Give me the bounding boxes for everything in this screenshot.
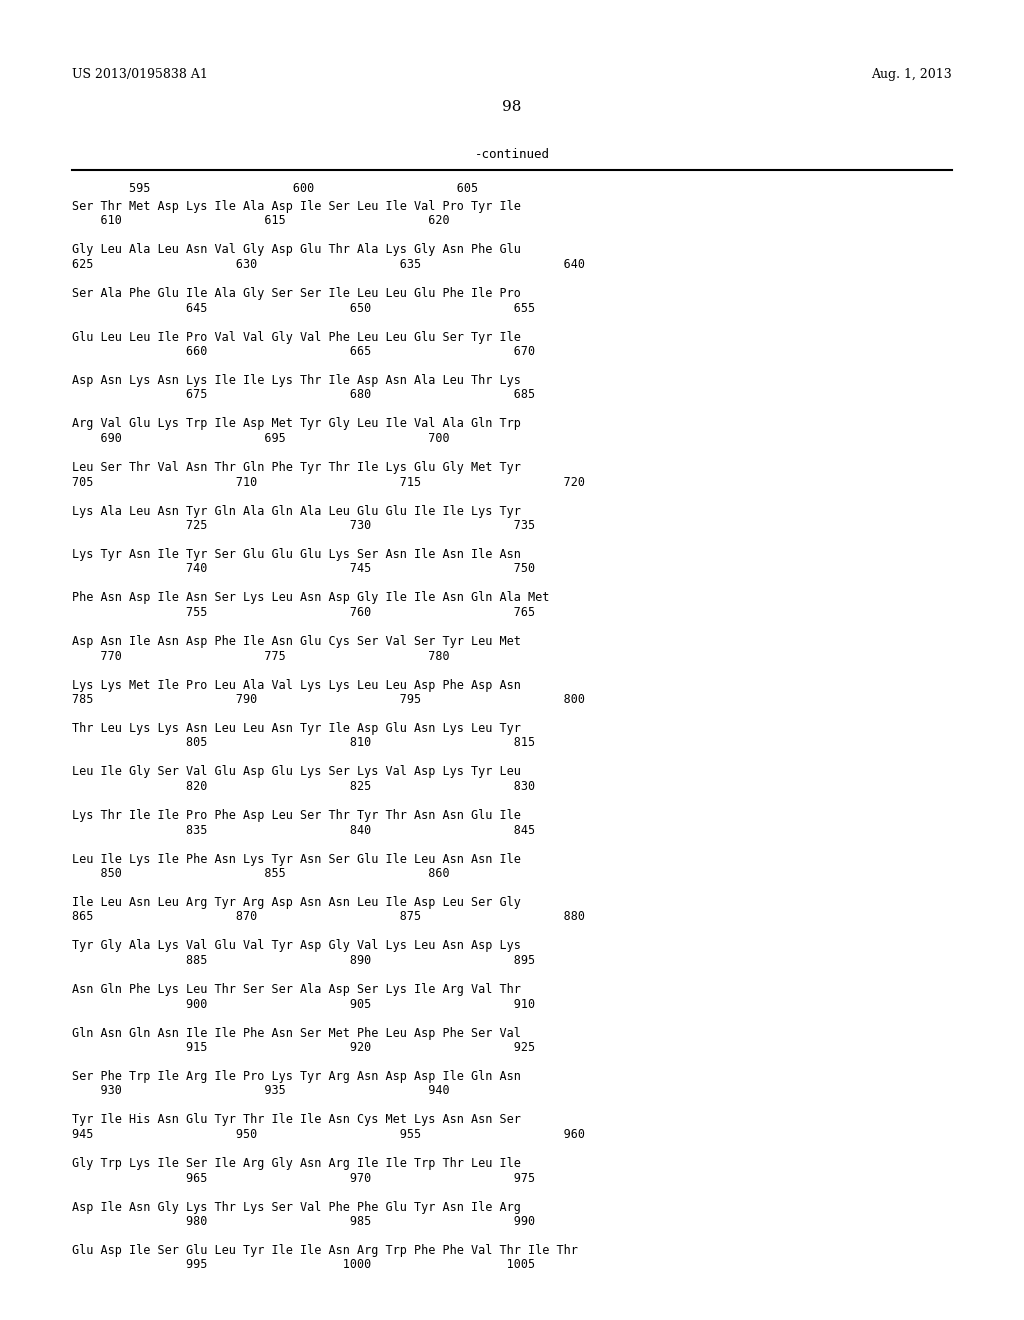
Text: 980                    985                    990: 980 985 990 [72,1214,536,1228]
Text: 965                    970                    975: 965 970 975 [72,1172,536,1184]
Text: Phe Asn Asp Ile Asn Ser Lys Leu Asn Asp Gly Ile Ile Asn Gln Ala Met: Phe Asn Asp Ile Asn Ser Lys Leu Asn Asp … [72,591,549,605]
Text: Asp Ile Asn Gly Lys Thr Lys Ser Val Phe Phe Glu Tyr Asn Ile Arg: Asp Ile Asn Gly Lys Thr Lys Ser Val Phe … [72,1200,521,1213]
Text: Gly Trp Lys Ile Ser Ile Arg Gly Asn Arg Ile Ile Trp Thr Leu Ile: Gly Trp Lys Ile Ser Ile Arg Gly Asn Arg … [72,1158,521,1170]
Text: 915                    920                    925: 915 920 925 [72,1041,536,1053]
Text: 785                    790                    795                    800: 785 790 795 800 [72,693,585,706]
Text: 660                    665                    670: 660 665 670 [72,345,536,358]
Text: 805                    810                    815: 805 810 815 [72,737,536,750]
Text: Gly Leu Ala Leu Asn Val Gly Asp Glu Thr Ala Lys Gly Asn Phe Glu: Gly Leu Ala Leu Asn Val Gly Asp Glu Thr … [72,243,521,256]
Text: Asp Asn Lys Asn Lys Ile Ile Lys Thr Ile Asp Asn Ala Leu Thr Lys: Asp Asn Lys Asn Lys Ile Ile Lys Thr Ile … [72,374,521,387]
Text: Leu Ser Thr Val Asn Thr Gln Phe Tyr Thr Ile Lys Glu Gly Met Tyr: Leu Ser Thr Val Asn Thr Gln Phe Tyr Thr … [72,461,521,474]
Text: 820                    825                    830: 820 825 830 [72,780,536,793]
Text: Asn Gln Phe Lys Leu Thr Ser Ser Ala Asp Ser Lys Ile Arg Val Thr: Asn Gln Phe Lys Leu Thr Ser Ser Ala Asp … [72,983,521,997]
Text: 900                    905                    910: 900 905 910 [72,998,536,1011]
Text: 835                    840                    845: 835 840 845 [72,824,536,837]
Text: Ser Phe Trp Ile Arg Ile Pro Lys Tyr Arg Asn Asp Asp Ile Gln Asn: Ser Phe Trp Ile Arg Ile Pro Lys Tyr Arg … [72,1071,521,1082]
Text: 740                    745                    750: 740 745 750 [72,562,536,576]
Text: 645                    650                    655: 645 650 655 [72,301,536,314]
Text: Ser Ala Phe Glu Ile Ala Gly Ser Ser Ile Leu Leu Glu Phe Ile Pro: Ser Ala Phe Glu Ile Ala Gly Ser Ser Ile … [72,286,521,300]
Text: Aug. 1, 2013: Aug. 1, 2013 [871,69,952,81]
Text: Tyr Gly Ala Lys Val Glu Val Tyr Asp Gly Val Lys Leu Asn Asp Lys: Tyr Gly Ala Lys Val Glu Val Tyr Asp Gly … [72,940,521,953]
Text: Glu Asp Ile Ser Glu Leu Tyr Ile Ile Asn Arg Trp Phe Phe Val Thr Ile Thr: Glu Asp Ile Ser Glu Leu Tyr Ile Ile Asn … [72,1243,578,1257]
Text: Glu Leu Leu Ile Pro Val Val Gly Val Phe Leu Leu Glu Ser Tyr Ile: Glu Leu Leu Ile Pro Val Val Gly Val Phe … [72,330,521,343]
Text: 690                    695                    700: 690 695 700 [72,432,450,445]
Text: 705                    710                    715                    720: 705 710 715 720 [72,475,585,488]
Text: Ser Thr Met Asp Lys Ile Ala Asp Ile Ser Leu Ile Val Pro Tyr Ile: Ser Thr Met Asp Lys Ile Ala Asp Ile Ser … [72,201,521,213]
Text: 865                    870                    875                    880: 865 870 875 880 [72,911,585,924]
Text: Leu Ile Gly Ser Val Glu Asp Glu Lys Ser Lys Val Asp Lys Tyr Leu: Leu Ile Gly Ser Val Glu Asp Glu Lys Ser … [72,766,521,779]
Text: 930                    935                    940: 930 935 940 [72,1085,450,1097]
Text: Lys Ala Leu Asn Tyr Gln Ala Gln Ala Leu Glu Glu Ile Ile Lys Tyr: Lys Ala Leu Asn Tyr Gln Ala Gln Ala Leu … [72,504,521,517]
Text: -continued: -continued [474,148,550,161]
Text: 850                    855                    860: 850 855 860 [72,867,450,880]
Text: 595                    600                    605: 595 600 605 [72,182,478,195]
Text: Ile Leu Asn Leu Arg Tyr Arg Asp Asn Asn Leu Ile Asp Leu Ser Gly: Ile Leu Asn Leu Arg Tyr Arg Asp Asn Asn … [72,896,521,909]
Text: 770                    775                    780: 770 775 780 [72,649,450,663]
Text: 755                    760                    765: 755 760 765 [72,606,536,619]
Text: US 2013/0195838 A1: US 2013/0195838 A1 [72,69,208,81]
Text: Asp Asn Ile Asn Asp Phe Ile Asn Glu Cys Ser Val Ser Tyr Leu Met: Asp Asn Ile Asn Asp Phe Ile Asn Glu Cys … [72,635,521,648]
Text: 610                    615                    620: 610 615 620 [72,214,450,227]
Text: Gln Asn Gln Asn Ile Ile Phe Asn Ser Met Phe Leu Asp Phe Ser Val: Gln Asn Gln Asn Ile Ile Phe Asn Ser Met … [72,1027,521,1040]
Text: 995                   1000                   1005: 995 1000 1005 [72,1258,536,1271]
Text: Lys Thr Ile Ile Pro Phe Asp Leu Ser Thr Tyr Thr Asn Asn Glu Ile: Lys Thr Ile Ile Pro Phe Asp Leu Ser Thr … [72,809,521,822]
Text: 675                    680                    685: 675 680 685 [72,388,536,401]
Text: 885                    890                    895: 885 890 895 [72,954,536,968]
Text: 625                    630                    635                    640: 625 630 635 640 [72,257,585,271]
Text: Lys Tyr Asn Ile Tyr Ser Glu Glu Glu Lys Ser Asn Ile Asn Ile Asn: Lys Tyr Asn Ile Tyr Ser Glu Glu Glu Lys … [72,548,521,561]
Text: 725                    730                    735: 725 730 735 [72,519,536,532]
Text: Leu Ile Lys Ile Phe Asn Lys Tyr Asn Ser Glu Ile Leu Asn Asn Ile: Leu Ile Lys Ile Phe Asn Lys Tyr Asn Ser … [72,853,521,866]
Text: 945                    950                    955                    960: 945 950 955 960 [72,1129,585,1140]
Text: Thr Leu Lys Lys Asn Leu Leu Asn Tyr Ile Asp Glu Asn Lys Leu Tyr: Thr Leu Lys Lys Asn Leu Leu Asn Tyr Ile … [72,722,521,735]
Text: Lys Lys Met Ile Pro Leu Ala Val Lys Lys Leu Leu Asp Phe Asp Asn: Lys Lys Met Ile Pro Leu Ala Val Lys Lys … [72,678,521,692]
Text: 98: 98 [503,100,521,114]
Text: Tyr Ile His Asn Glu Tyr Thr Ile Ile Asn Cys Met Lys Asn Asn Ser: Tyr Ile His Asn Glu Tyr Thr Ile Ile Asn … [72,1114,521,1126]
Text: Arg Val Glu Lys Trp Ile Asp Met Tyr Gly Leu Ile Val Ala Gln Trp: Arg Val Glu Lys Trp Ile Asp Met Tyr Gly … [72,417,521,430]
